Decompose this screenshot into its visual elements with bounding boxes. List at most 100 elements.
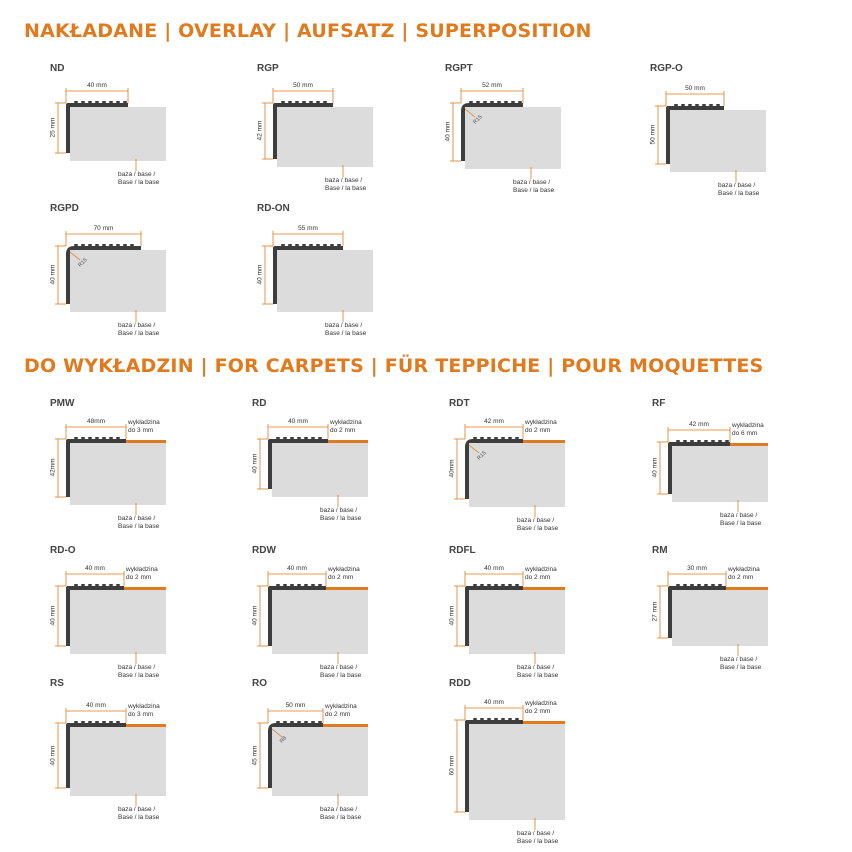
profile-rdw: RDW 40 mm 40 mm wykładzina do 2 mm baza / bas…	[250, 545, 420, 685]
height-label: 45 mm	[251, 745, 259, 765]
carpet-strip	[730, 443, 768, 446]
grip-rib	[501, 718, 505, 720]
profile-code: RF	[652, 398, 666, 409]
carpet-strip	[523, 440, 565, 443]
grip-rib	[515, 718, 519, 720]
carpet-label: wykładzina do 2 mm	[328, 566, 360, 582]
profile-code: RGPD	[50, 203, 79, 214]
base-label-line: Base / la base	[720, 520, 762, 527]
grip-rib	[311, 584, 315, 586]
profile-code: RGP-O	[650, 63, 683, 74]
grip-rib	[95, 244, 99, 246]
base-label-line: Base / la base	[118, 330, 160, 337]
radius-marker	[69, 251, 81, 261]
grip-rib	[297, 721, 301, 723]
width-label: 40 mm	[85, 565, 105, 572]
carpet-label-line: do 2 mm	[525, 574, 551, 581]
grip-rib	[281, 244, 285, 246]
carpet-strip	[523, 721, 565, 724]
grip-rib	[473, 437, 477, 439]
grip-rib	[480, 718, 484, 720]
grip-rib	[276, 721, 280, 723]
radius-marker	[464, 108, 476, 118]
width-label: 40 mm	[86, 702, 106, 709]
grip-rib	[501, 437, 505, 439]
carpet-strip	[328, 440, 368, 443]
height-label: 27 mm	[651, 601, 659, 622]
grip-rib	[74, 721, 78, 723]
profile-pmw: PMW 48mm 42mm wykładzina do 3 mm baza / base …	[48, 398, 218, 538]
profile-code: RGPT	[445, 63, 473, 74]
grip-rib	[109, 244, 113, 246]
carpet-label-line: wykładzina	[128, 703, 160, 710]
profile-rdfl: RDFL 40 mm 40 mm wykładzina do 2 mm baza / ba…	[447, 545, 617, 685]
base-block	[670, 110, 766, 172]
base-label: baza / base / Base / la base	[325, 322, 366, 338]
height-label: 40 mm	[49, 605, 57, 626]
grip-rib	[81, 437, 85, 439]
profile-rd-on: RD-ON 55 mm 40 mm baza / base / Base / la ba…	[255, 203, 425, 343]
profile-code: RGP	[257, 63, 279, 74]
base-label: baza / base / Base / la base	[118, 664, 159, 680]
grip-rib	[309, 101, 313, 103]
profile-drawing	[55, 231, 166, 322]
base-block	[469, 724, 565, 820]
grip-rib	[311, 437, 315, 439]
carpet-label-line: do 2 mm	[325, 711, 351, 718]
base-label-line: Base / la base	[513, 187, 555, 194]
base-label-line: Base / la base	[517, 838, 559, 845]
base-label: baza / base / Base / la base	[517, 830, 558, 846]
grip-rib	[473, 718, 477, 720]
grip-rib	[494, 437, 498, 439]
carpet-label-line: wykładzina	[325, 703, 357, 710]
base-label: baza / base / Base / la base	[513, 179, 554, 195]
grip-rib	[697, 584, 701, 586]
carpet-label-line: do 2 mm	[330, 427, 356, 434]
grip-rib	[297, 437, 301, 439]
grip-rib	[674, 104, 678, 106]
grip-rib	[337, 244, 341, 246]
carpet-label-line: wykładzina	[732, 422, 764, 429]
grip-rib	[116, 437, 120, 439]
base-label-line: Base / la base	[325, 330, 367, 337]
section-title-overlay: NAKŁADANE | OVERLAY | AUFSATZ | SUPERPOS…	[24, 20, 592, 42]
carpet-label: wykładzina do 2 mm	[525, 419, 557, 435]
grip-rib	[123, 101, 127, 103]
base-label-line: baza / base /	[118, 515, 156, 522]
base-block	[277, 250, 373, 312]
grip-rib	[480, 437, 484, 439]
profile-drawing	[454, 705, 565, 830]
profile-drawing	[454, 424, 565, 517]
profile-code: RM	[652, 545, 668, 556]
base-block	[70, 107, 166, 161]
width-label: 50 mm	[285, 702, 306, 709]
grip-rib	[487, 437, 491, 439]
base-label: baza / base / Base / la base	[517, 517, 558, 533]
base-label-line: baza / base /	[118, 322, 156, 329]
grip-rib	[683, 440, 687, 442]
base-label: baza / base / Base / la base	[325, 177, 366, 193]
carpet-label: wykładzina do 2 mm	[525, 566, 557, 582]
section-title-carpets: DO WYKŁADZIN | FOR CARPETS | FÜR TEPPICH…	[24, 355, 764, 377]
carpet-label-line: do 2 mm	[525, 427, 551, 434]
grip-rib	[718, 440, 722, 442]
base-block	[277, 107, 373, 167]
carpet-label-line: do 6 mm	[732, 430, 758, 437]
profile-rdt: RDT 42 mm 40mm R15 wykładzina do 2 mm baza / b…	[447, 398, 617, 538]
width-label: 40 mm	[484, 565, 504, 572]
carpet-label-line: wykładzina	[525, 700, 557, 707]
carpet-label: wykładzina do 3 mm	[128, 703, 160, 719]
base-label-line: baza / base /	[118, 664, 156, 671]
height-label: 40 mm	[444, 121, 452, 142]
profile-drawing	[55, 571, 166, 664]
profile-drawing	[454, 571, 565, 664]
grip-rib	[316, 101, 320, 103]
height-label: 40 mm	[448, 605, 456, 626]
base-label-line: baza / base /	[720, 512, 758, 519]
base-label-line: baza / base /	[517, 517, 555, 524]
grip-rib	[483, 101, 487, 103]
base-label-line: baza / base /	[320, 664, 358, 671]
height-label: 40mm	[448, 459, 456, 478]
grip-rib	[109, 584, 113, 586]
grip-rib	[102, 437, 106, 439]
